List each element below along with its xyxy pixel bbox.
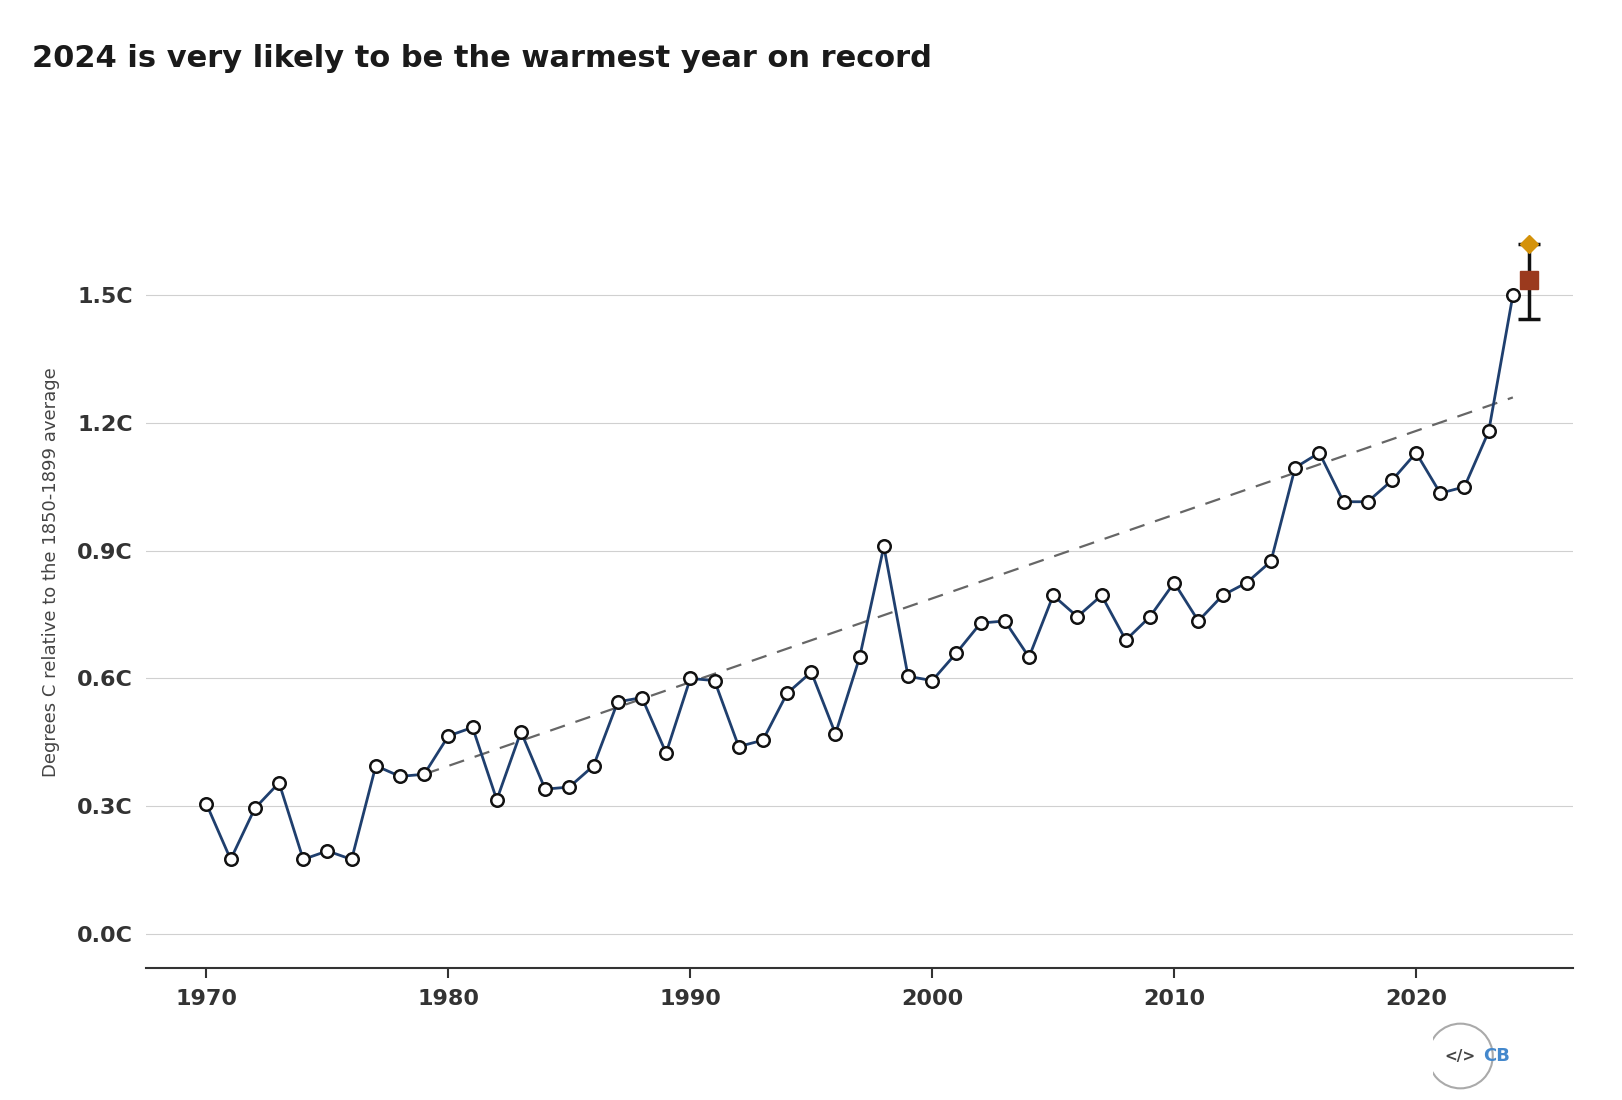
Y-axis label: Degrees C relative to the 1850-1899 average: Degrees C relative to the 1850-1899 aver…: [42, 367, 60, 777]
Text: </>: </>: [1445, 1048, 1476, 1064]
Text: 2024 is very likely to be the warmest year on record: 2024 is very likely to be the warmest ye…: [32, 44, 933, 73]
Text: CB: CB: [1483, 1047, 1510, 1065]
